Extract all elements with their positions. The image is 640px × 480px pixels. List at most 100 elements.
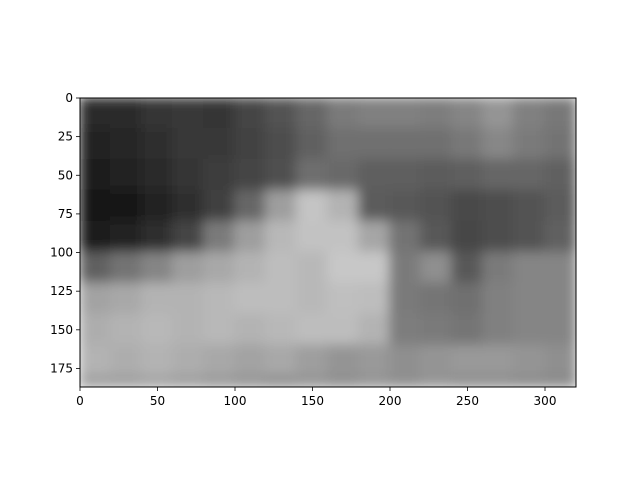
heatmap-cell [482,158,515,192]
heatmap-cell [265,313,298,347]
heatmap-cell [327,251,360,285]
heatmap-cell [544,127,576,161]
heatmap-cell [358,313,391,347]
heatmap-cell [141,98,174,130]
heatmap-cell [203,344,236,378]
heatmap-cell [141,375,174,387]
heatmap-cell [234,375,267,387]
heatmap-cell [389,313,422,347]
heatmap-cell [420,282,453,316]
heatmap-cell [141,251,174,285]
heatmap-cell [265,189,298,223]
heatmap-cell [482,189,515,223]
heatmap-image [80,98,576,387]
heatmap-cell [203,313,236,347]
x-tick-label: 300 [534,394,557,408]
heatmap-cell [265,344,298,378]
heatmap-cell [141,220,174,254]
heatmap-cell [451,375,484,387]
heatmap-cell [482,98,515,130]
heatmap-cell [327,98,360,130]
heatmap-cell [110,158,143,192]
heatmap-cell [513,127,546,161]
heatmap-cell [203,282,236,316]
heatmap-cell [389,375,422,387]
heatmap-cell [420,313,453,347]
heatmap-cell [358,375,391,387]
y-tick-label: 75 [58,207,73,221]
heatmap-cell [172,98,205,130]
heatmap-cell [544,158,576,192]
heatmap-cell [327,375,360,387]
heatmap-cell [327,282,360,316]
x-tick-label: 150 [301,394,324,408]
heatmap-cell [513,189,546,223]
heatmap-cell [80,251,112,285]
heatmap-cell [389,127,422,161]
heatmap-cell [296,158,329,192]
heatmap-cell [172,251,205,285]
heatmap-cell [110,251,143,285]
heatmap-cell [389,189,422,223]
heatmap-cell [544,313,576,347]
heatmap-cell [110,282,143,316]
y-tick-label: 125 [50,284,73,298]
heatmap-cell [451,313,484,347]
heatmap-cell [234,282,267,316]
heatmap-cell [141,127,174,161]
heatmap-cell [420,220,453,254]
heatmap-cell [296,313,329,347]
heatmap-cells [80,98,576,387]
heatmap-cell [141,313,174,347]
heatmap-cell [296,98,329,130]
heatmap-cell [482,220,515,254]
heatmap-cell [265,282,298,316]
heatmap-cell [451,282,484,316]
heatmap-cell [265,220,298,254]
heatmap-cell [80,313,112,347]
y-tick-label: 50 [58,168,73,182]
heatmap-cell [296,127,329,161]
heatmap-cell [513,251,546,285]
heatmap-cell [110,127,143,161]
heatmap-cell [544,98,576,130]
heatmap-cell [358,158,391,192]
y-tick-label: 150 [50,323,73,337]
heatmap-cell [234,127,267,161]
heatmap-cell [544,251,576,285]
heatmap-cell [80,375,112,387]
heatmap-cell [544,344,576,378]
heatmap-cell [327,127,360,161]
heatmap-cell [234,158,267,192]
heatmap-cell [327,189,360,223]
heatmap-cell [265,251,298,285]
y-tick-label: 100 [50,246,73,260]
heatmap-cell [389,158,422,192]
heatmap-cell [451,189,484,223]
heatmap-cell [327,158,360,192]
x-tick-label: 0 [76,394,84,408]
heatmap-cell [265,158,298,192]
heatmap-cell [451,251,484,285]
heatmap-cell [203,127,236,161]
heatmap-cell [80,282,112,316]
heatmap-cell [234,220,267,254]
heatmap-cell [420,158,453,192]
heatmap-cell [110,189,143,223]
heatmap-cell [327,313,360,347]
heatmap-cell [110,313,143,347]
heatmap-cell [358,251,391,285]
heatmap-cell [234,344,267,378]
heatmap-cell [358,127,391,161]
heatmap-cell [172,158,205,192]
heatmap-cell [234,251,267,285]
heatmap-cell [389,344,422,378]
heatmap-cell [234,189,267,223]
heatmap-cell [420,251,453,285]
heatmap-cell [234,313,267,347]
y-tick-label: 175 [50,361,73,375]
heatmap-cell [513,158,546,192]
heatmap-cell [513,98,546,130]
heatmap-cell [482,251,515,285]
